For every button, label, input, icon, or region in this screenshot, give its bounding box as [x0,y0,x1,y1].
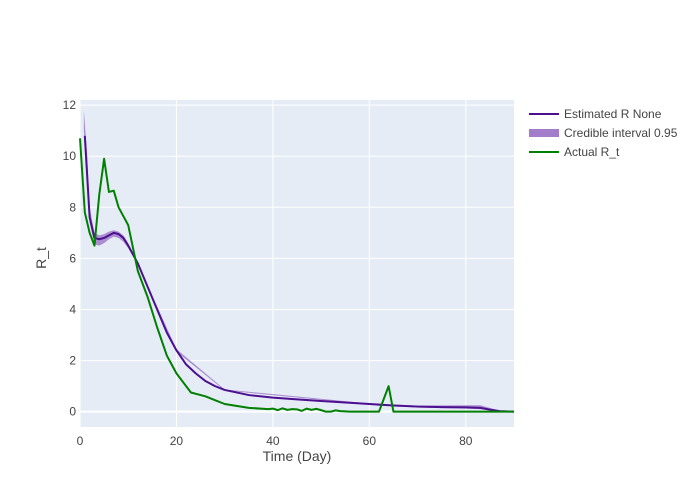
legend-label: Estimated R None [564,107,662,121]
y-tick-label: 8 [69,200,76,214]
y-tick-label: 4 [69,302,76,316]
legend-label: Credible interval 0.95 [564,126,678,140]
y-tick-label: 12 [63,98,77,112]
series-line-actual-r-t [79,138,514,413]
legend-label: Actual R_t [564,145,620,159]
legend-swatch [529,129,559,137]
plot-background [80,100,514,427]
y-tick-label: 6 [69,251,76,265]
series-lines [79,135,515,413]
series-line-estimated-r-none [83,135,515,413]
x-tick-label: 80 [459,434,473,448]
x-tick-label: 20 [170,434,184,448]
y-tick-label: 0 [69,405,76,419]
y-axis-title: R_t [33,247,49,269]
x-tick-label: 40 [266,434,280,448]
x-tick-labels: 0 20 40 60 80 [77,434,473,448]
legend: Estimated R None Credible interval 0.95 Ac… [529,107,678,159]
x-tick-label: 60 [363,434,377,448]
y-tick-label: 2 [69,354,76,368]
y-tick-label: 10 [63,149,77,163]
x-tick-label: 0 [77,434,84,448]
x-axis-title: Time (Day) [263,448,332,464]
y-tick-labels: 0 2 4 6 8 10 12 [63,98,77,419]
